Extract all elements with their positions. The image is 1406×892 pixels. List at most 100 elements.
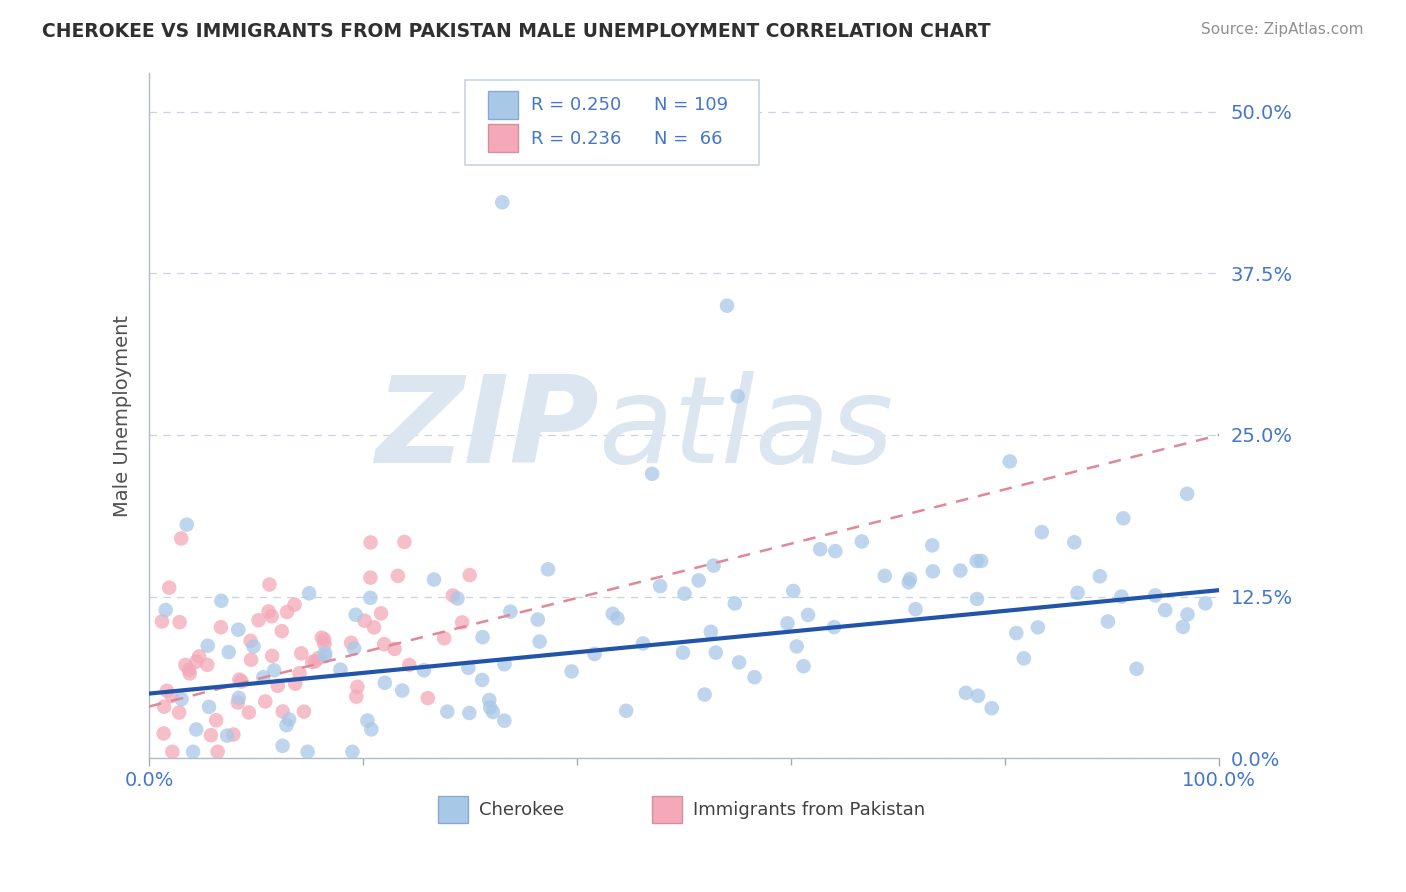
Point (727, 389, 749, 403)
Point (360, 535, 382, 549)
Point (254, 694, 277, 708)
Point (176, 517, 198, 532)
Point (499, 605, 522, 619)
Point (228, 673, 250, 687)
Text: CHEROKEE VS IMMIGRANTS FROM PAKISTAN MALE UNEMPLOYMENT CORRELATION CHART: CHEROKEE VS IMMIGRANTS FROM PAKISTAN MAL… (42, 22, 991, 41)
Point (436, 705, 458, 719)
Point (1171, 620, 1194, 634)
Point (688, 574, 710, 588)
Point (262, 648, 284, 663)
Point (267, 679, 290, 693)
Point (394, 535, 416, 549)
Point (363, 620, 385, 634)
Point (226, 623, 249, 637)
Point (904, 602, 927, 616)
Point (174, 657, 197, 672)
Point (1112, 511, 1135, 525)
Point (207, 745, 229, 759)
Point (186, 655, 208, 669)
Point (160, 689, 183, 703)
Point (416, 691, 439, 706)
Point (873, 569, 896, 583)
Point (391, 683, 413, 698)
Point (278, 713, 301, 727)
Point (150, 615, 173, 629)
Point (1154, 603, 1177, 617)
FancyBboxPatch shape (488, 124, 519, 152)
Point (716, 299, 738, 313)
Point (238, 706, 260, 720)
Point (1175, 487, 1198, 501)
Point (188, 649, 211, 664)
Point (441, 589, 464, 603)
Point (1031, 525, 1053, 540)
Point (786, 640, 808, 654)
Point (1063, 535, 1085, 549)
Point (529, 634, 551, 648)
Point (271, 705, 294, 719)
Point (955, 686, 977, 700)
Point (359, 571, 381, 585)
Point (344, 607, 367, 622)
Point (728, 656, 751, 670)
Text: atlas: atlas (599, 371, 894, 488)
Point (494, 714, 516, 728)
Point (998, 454, 1021, 468)
Text: Cherokee: Cherokee (478, 801, 564, 819)
Point (314, 649, 336, 664)
Point (304, 654, 326, 668)
Point (344, 690, 367, 704)
Point (776, 616, 799, 631)
Point (673, 587, 696, 601)
Text: Source: ZipAtlas.com: Source: ZipAtlas.com (1201, 22, 1364, 37)
Point (1066, 586, 1088, 600)
Point (966, 554, 988, 568)
Point (298, 586, 321, 600)
Text: R = 0.236: R = 0.236 (531, 130, 621, 148)
Point (209, 620, 232, 634)
Point (284, 598, 307, 612)
Point (370, 607, 392, 621)
Point (179, 666, 201, 681)
Point (851, 534, 873, 549)
Point (153, 699, 176, 714)
FancyBboxPatch shape (652, 796, 682, 823)
Point (808, 542, 831, 557)
Point (314, 632, 336, 647)
Point (276, 605, 298, 619)
Point (228, 690, 250, 705)
Point (270, 624, 292, 639)
Point (217, 729, 239, 743)
Point (297, 745, 319, 759)
Point (263, 663, 285, 677)
Point (257, 604, 280, 618)
Point (181, 745, 204, 759)
FancyBboxPatch shape (439, 796, 468, 823)
Point (641, 467, 664, 481)
Point (271, 739, 294, 753)
Point (290, 646, 312, 660)
Point (482, 705, 505, 719)
Point (360, 723, 382, 737)
Point (356, 714, 378, 728)
Point (252, 670, 274, 684)
Point (433, 632, 456, 646)
Point (259, 577, 281, 591)
Point (478, 693, 501, 707)
Point (311, 631, 333, 645)
Point (1125, 662, 1147, 676)
Point (169, 615, 191, 629)
Point (308, 651, 330, 665)
Point (374, 675, 396, 690)
Point (284, 676, 307, 690)
Point (602, 607, 624, 621)
Point (458, 706, 481, 720)
Point (247, 613, 270, 627)
Point (387, 569, 409, 583)
Point (314, 646, 336, 660)
Point (155, 603, 177, 617)
Point (276, 718, 298, 732)
Point (561, 665, 583, 679)
Point (537, 562, 560, 576)
Point (724, 596, 747, 610)
